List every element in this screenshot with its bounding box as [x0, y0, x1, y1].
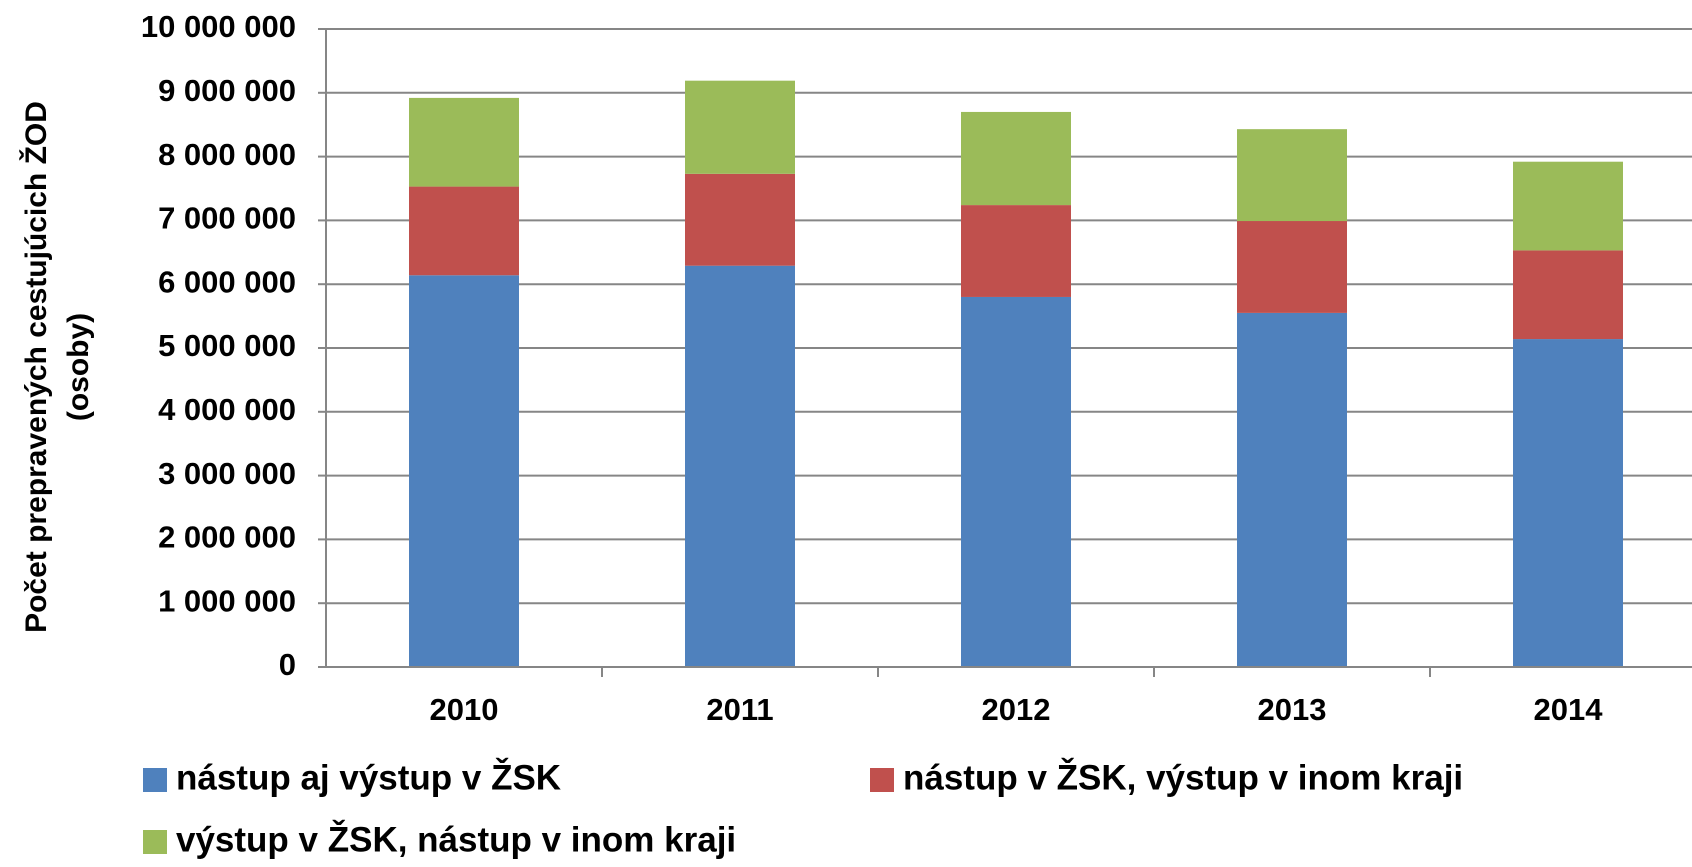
bar-segment: [685, 173, 795, 266]
y-tick-label: 10 000 000: [141, 9, 296, 44]
y-tick-label: 3 000 000: [158, 456, 296, 491]
bar-segment: [409, 186, 519, 276]
legend-label: nástup aj výstup v ŽSK: [176, 757, 561, 797]
bar-segment: [1237, 221, 1347, 313]
bar-segment: [961, 296, 1071, 667]
y-axis-label: (osoby): [62, 313, 95, 421]
y-tick-label: 0: [279, 647, 296, 682]
y-tick-label: 6 000 000: [158, 264, 296, 299]
bar-segment: [1513, 339, 1623, 667]
bar-segment: [685, 265, 795, 667]
x-tick-label: 2010: [430, 692, 499, 727]
bar-segment: [961, 111, 1071, 206]
bar-segment: [409, 97, 519, 187]
bar-segment: [685, 80, 795, 174]
y-tick-label: 7 000 000: [158, 201, 296, 236]
legend-swatch: [143, 768, 167, 792]
y-tick-label: 1 000 000: [158, 583, 296, 618]
y-tick-label: 4 000 000: [158, 392, 296, 427]
legend-swatch: [870, 768, 894, 792]
bar-segment: [1237, 312, 1347, 667]
bar-segment: [961, 205, 1071, 297]
x-tick-label: 2014: [1534, 692, 1604, 727]
y-axis-label: Počet prepravených cestujúcich ŽOD: [19, 101, 53, 633]
x-tick-label: 2011: [706, 692, 773, 727]
y-tick-label: 8 000 000: [158, 137, 296, 172]
x-tick-label: 2012: [982, 692, 1051, 727]
legend-label: nástup v ŽSK, výstup v inom kraji: [903, 757, 1463, 797]
bar-segment: [409, 275, 519, 667]
legend-swatch: [143, 830, 167, 854]
legend-label: výstup v ŽSK, nástup v inom kraji: [176, 819, 736, 859]
bar-segment: [1513, 250, 1623, 340]
y-tick-label: 2 000 000: [158, 520, 296, 555]
x-tick-label: 2013: [1258, 692, 1327, 727]
y-tick-label: 9 000 000: [158, 73, 296, 108]
bar-segment: [1513, 161, 1623, 251]
bar-segment: [1237, 129, 1347, 222]
y-tick-label: 5 000 000: [158, 328, 296, 363]
